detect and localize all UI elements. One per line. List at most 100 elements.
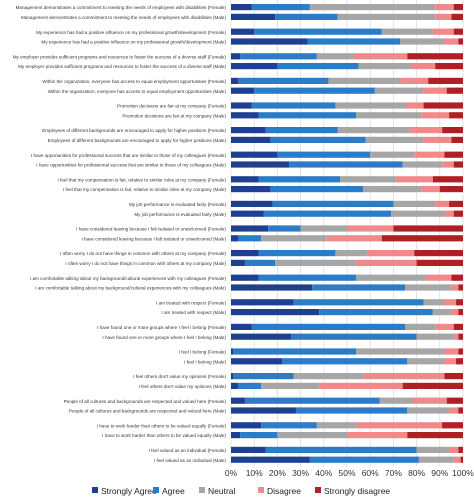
bar-segment-strongly-agree	[231, 323, 252, 330]
bar-segment-neutral	[340, 176, 396, 183]
bar-segment-strongly-agree	[231, 87, 255, 94]
bar-segment-disagree	[405, 102, 424, 109]
row-label: Management demonstrates a commitment to …	[16, 5, 227, 10]
bar-segment-neutral	[423, 299, 445, 306]
bar-segment-agree	[240, 53, 317, 60]
bar-segment-strongly-disagree	[439, 186, 463, 193]
bar-segment-agree	[265, 446, 417, 453]
row-label: I am treated with respect (Male)	[161, 310, 226, 315]
bar-segment-strongly-disagree	[407, 53, 463, 60]
bar-segment-agree	[319, 309, 433, 316]
bar-segment-disagree	[453, 333, 459, 340]
bar-segment-disagree	[326, 235, 382, 242]
bar-segment-agree	[240, 432, 278, 439]
bar-segment-disagree	[435, 200, 450, 207]
bar-segment-neutral	[407, 407, 450, 414]
bar-segment-agree	[244, 397, 380, 404]
bar-segment-strongly-disagree	[449, 200, 463, 207]
bar-segment-strongly-agree	[231, 225, 269, 232]
row-label: I am treated with respect (Female)	[156, 300, 226, 305]
legend-swatch	[315, 487, 321, 493]
bar-segment-strongly-agree	[231, 38, 308, 45]
bar-segment-agree	[312, 284, 405, 291]
bar-segment-neutral	[277, 432, 347, 439]
bar-segment-strongly-agree	[231, 28, 255, 35]
bar-segment-strongly-disagree	[428, 77, 463, 84]
bar-segment-neutral	[381, 28, 433, 35]
bar-segment-neutral	[363, 186, 422, 193]
legend-swatch	[258, 487, 264, 493]
bar-segment-neutral	[261, 235, 327, 242]
bar-segment-disagree	[347, 225, 394, 232]
bar-segment-neutral	[374, 87, 424, 94]
bar-segment-strongly-agree	[231, 456, 310, 463]
bar-segment-agree	[251, 4, 310, 11]
bar-segment-agree	[233, 348, 357, 355]
bar-segment-neutral	[356, 348, 445, 355]
bar-segment-disagree	[435, 13, 452, 20]
row-label: I have opportunities for professional su…	[31, 153, 227, 158]
row-label: I have considered leaving because I felt…	[76, 227, 226, 232]
bar-segment-neutral	[316, 53, 354, 60]
bar-segment-strongly-disagree	[451, 136, 463, 143]
row-label: I feel others don't value my opinions (M…	[139, 384, 227, 389]
legend: Strongly Agree Agree Neutral Disagree Strong…	[92, 486, 390, 496]
bar-segment-neutral	[356, 274, 426, 281]
x-tick-label: 30%	[292, 468, 309, 478]
row-label: I have to work harder than others to be …	[102, 433, 226, 438]
legend-label: Neutral	[208, 486, 236, 496]
bar-segment-strongly-disagree	[446, 397, 463, 404]
row-label: I have to work harder than others to be …	[97, 423, 227, 428]
bar-segment-neutral	[328, 77, 401, 84]
row-label: I am comfortable talking about my backgr…	[35, 286, 226, 291]
bar-segment-agree	[270, 136, 366, 143]
bar-segment-neutral	[405, 284, 452, 291]
bar-segment-neutral	[316, 422, 357, 429]
bar-segment-disagree	[353, 53, 408, 60]
bar-segment-agree	[254, 87, 375, 94]
bar-segment-neutral	[416, 333, 454, 340]
bar-segment-strongly-disagree	[458, 348, 463, 355]
bar-segment-disagree	[423, 87, 447, 94]
bar-segment-strongly-disagree	[423, 102, 463, 109]
bar-segment-strongly-agree	[231, 102, 252, 109]
bar-segment-neutral	[335, 102, 405, 109]
x-tick-label: 40%	[315, 468, 332, 478]
bar-segment-strongly-agree	[231, 112, 259, 119]
bar-segment-strongly-disagree	[453, 323, 463, 330]
bar-segment-strongly-agree	[231, 397, 245, 404]
bar-segment-neutral	[337, 127, 410, 134]
bar-segment-strongly-agree	[231, 309, 320, 316]
bar-segment-neutral	[418, 456, 454, 463]
bar-segment-strongly-disagree	[393, 225, 463, 232]
x-tick-label: 70%	[385, 468, 402, 478]
bar-segment-strongly-disagree	[456, 358, 463, 365]
bar-segment-neutral	[379, 397, 412, 404]
bar-segment-strongly-disagree	[414, 250, 463, 257]
bar-segment-agree	[233, 373, 294, 380]
bar-segment-disagree	[444, 358, 457, 365]
bar-segment-agree	[293, 299, 424, 306]
bar-segment-agree	[275, 13, 338, 20]
bar-segment-disagree	[423, 136, 452, 143]
bar-segment-agree	[277, 63, 359, 70]
bar-segment-disagree	[444, 38, 459, 45]
bar-segment-disagree	[435, 4, 454, 11]
row-label: Promotion decisions are fair at my compa…	[117, 104, 226, 109]
bar-segment-neutral	[393, 200, 436, 207]
row-label: Promotion decisions are fair at my compa…	[122, 113, 226, 118]
bar-segment-strongly-disagree	[458, 309, 463, 316]
bar-segment-disagree	[425, 274, 452, 281]
row-label: People of all cultures and backgrounds a…	[69, 409, 227, 414]
bar-segment-disagree	[451, 284, 459, 291]
bar-segment-disagree	[449, 407, 459, 414]
bar-segment-strongly-disagree	[458, 446, 463, 453]
bar-segment-strongly-agree	[231, 274, 259, 281]
bar-segment-agree	[307, 38, 401, 45]
bar-segment-agree	[258, 112, 357, 119]
bar-segment-strongly-agree	[231, 250, 259, 257]
bar-segment-disagree	[432, 28, 454, 35]
row-label: I am comfortable talking about my backgr…	[30, 276, 227, 281]
bar-segment-agree	[263, 210, 392, 217]
bar-segment-disagree	[356, 259, 417, 266]
